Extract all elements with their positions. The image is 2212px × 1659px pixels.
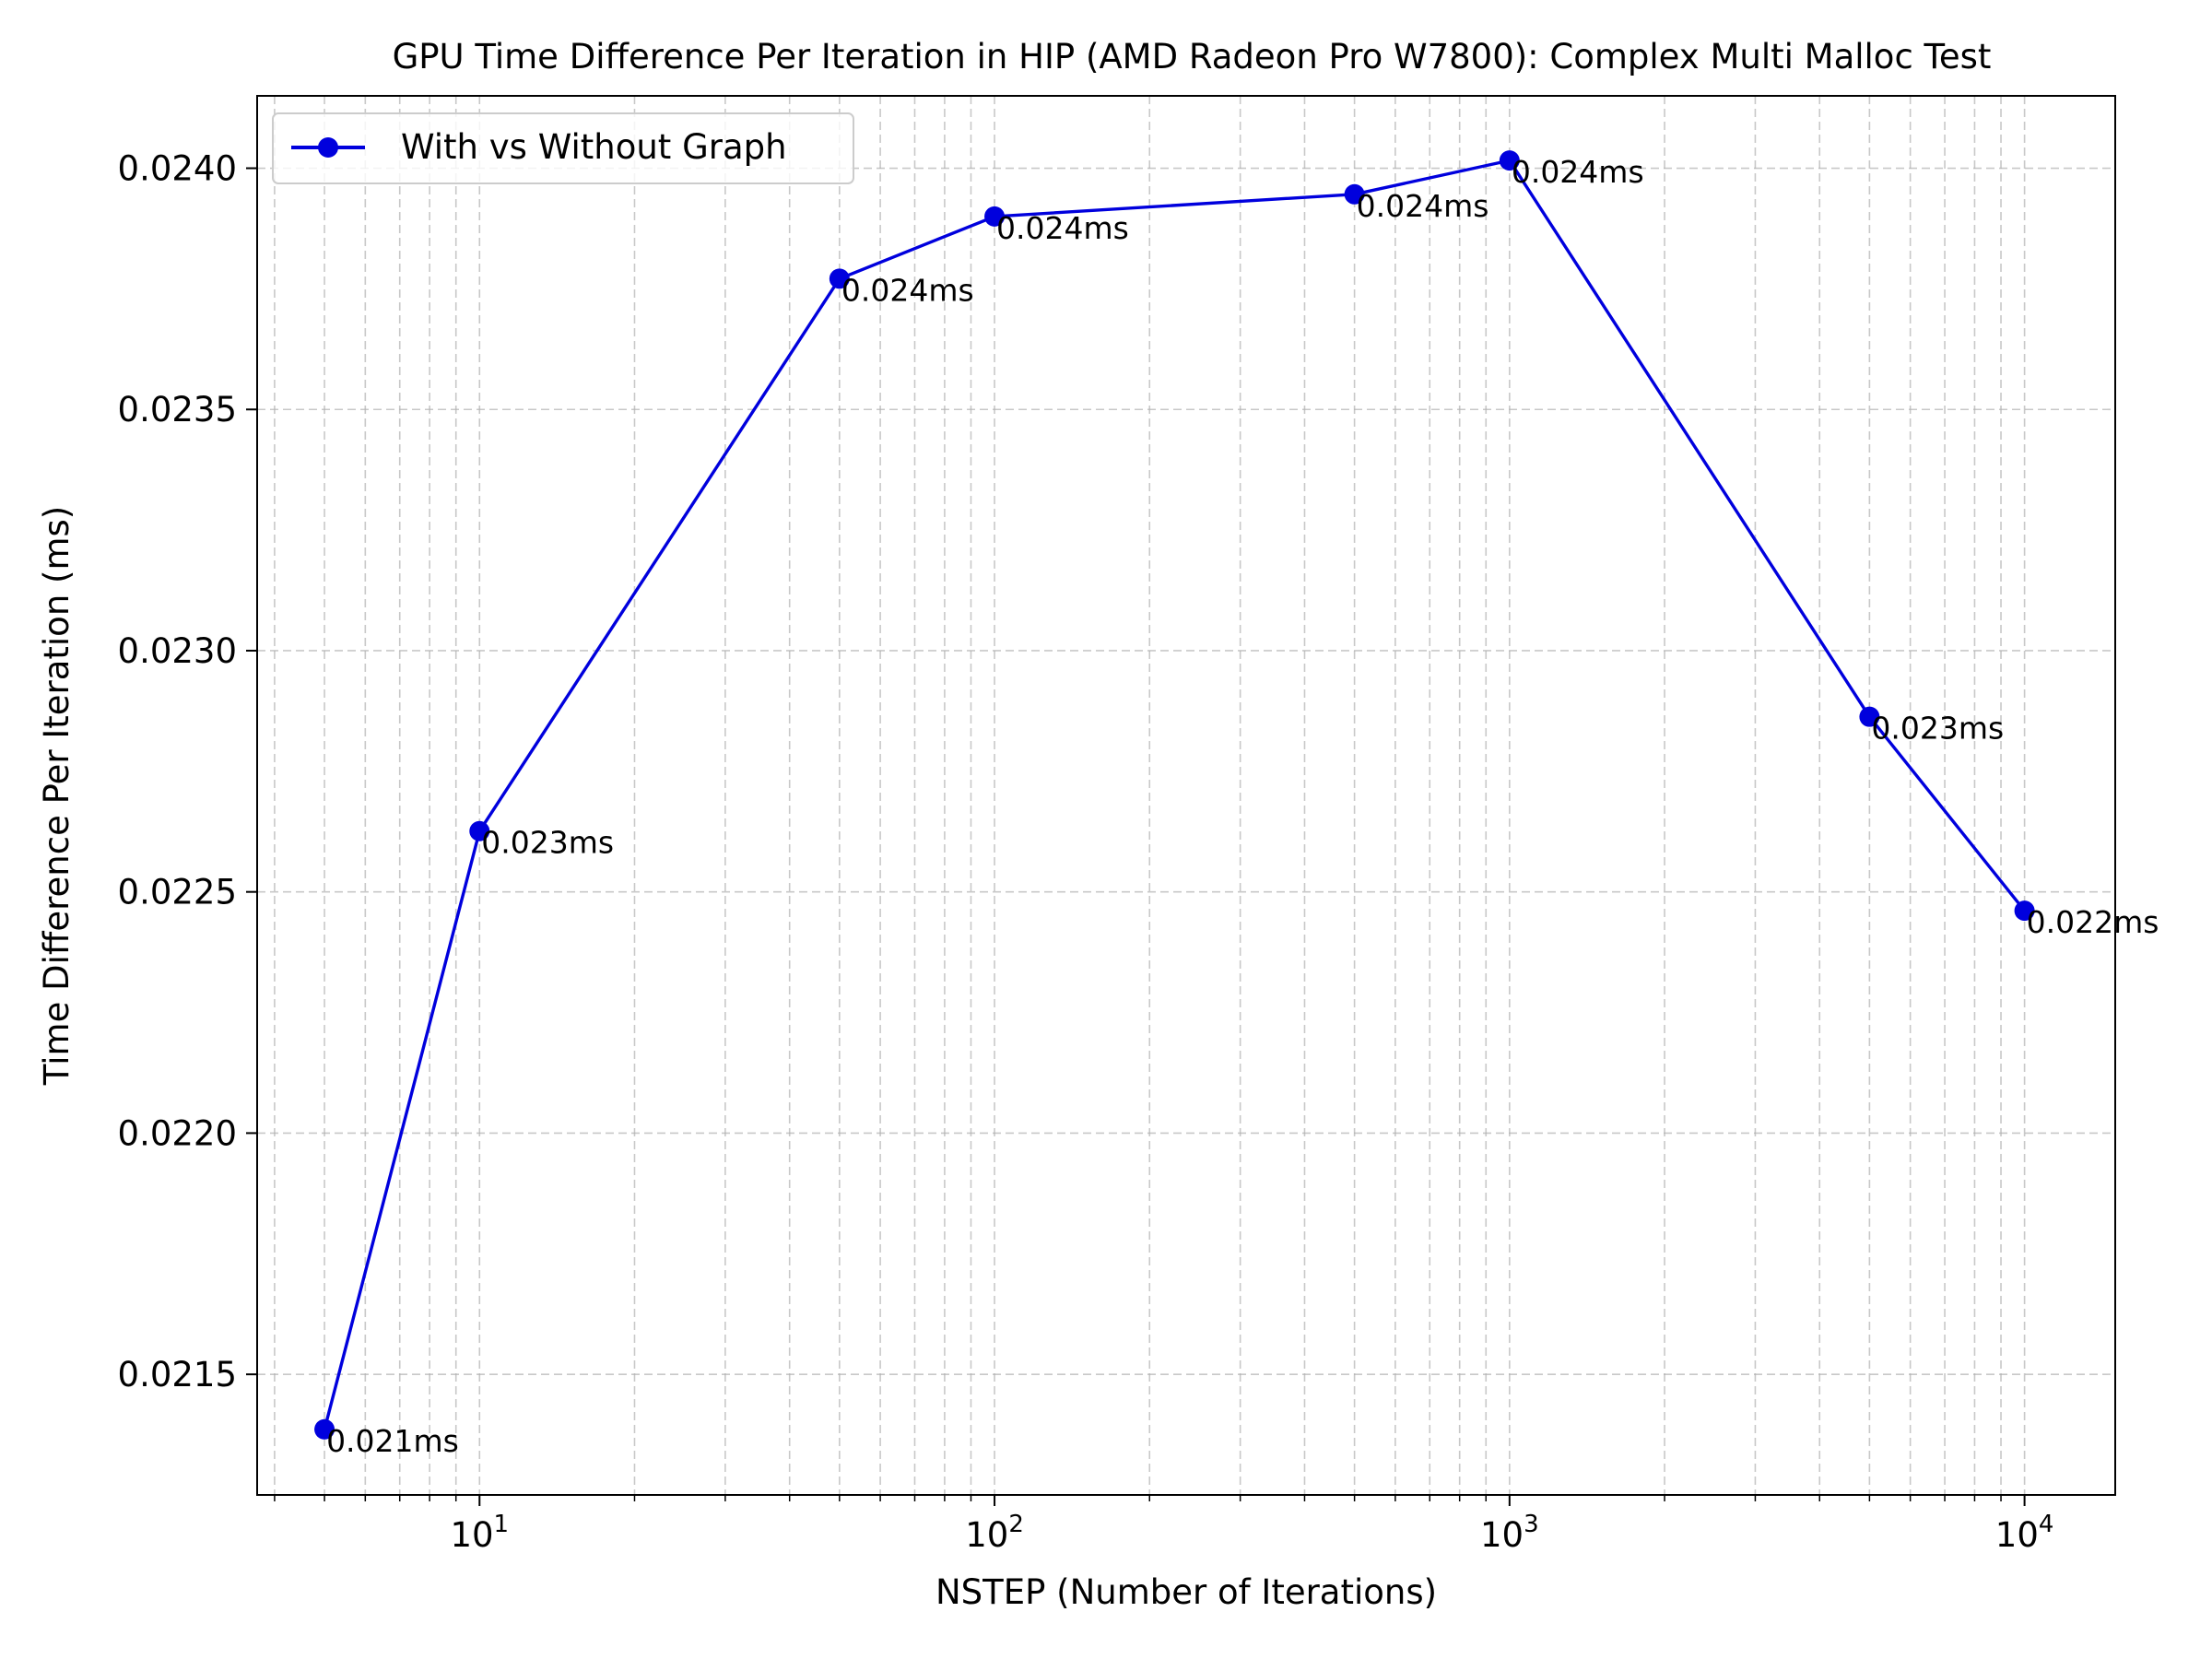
chart-title: GPU Time Difference Per Iteration in HIP…: [393, 37, 1992, 76]
series-line: [323, 159, 2026, 1430]
data-point-marker: [1344, 183, 1365, 205]
data-point-label: 0.024ms: [996, 210, 1129, 246]
data-point-label: 0.024ms: [1357, 188, 1489, 224]
data-point-label: 0.024ms: [1512, 154, 1644, 190]
legend-box: [272, 112, 854, 184]
x-tick-exponent: 1: [494, 1511, 510, 1538]
data-point-marker: [2014, 900, 2035, 922]
data-point-label: 0.023ms: [481, 825, 614, 861]
y-tick-label: 0.0220: [118, 1113, 237, 1153]
x-tick-exponent: 3: [1524, 1511, 1539, 1538]
data-point-marker: [984, 206, 1006, 227]
y-axis-label: Time Difference Per Iteration (ms): [37, 506, 76, 1086]
plot-frame: [256, 95, 2116, 1496]
y-tick-label: 0.0235: [118, 390, 237, 429]
grid-lines: [257, 96, 2115, 1495]
legend-marker-swatch: [318, 137, 338, 158]
point-labels: 0.021ms 0.023ms 0.024ms 0.024ms 0.024ms 0.024…: [326, 154, 2159, 1459]
data-point-label: 0.021ms: [326, 1423, 459, 1459]
x-tick-exponent: 2: [1008, 1511, 1024, 1538]
y-tick-label: 0.0230: [118, 631, 237, 671]
data-point-label: 0.024ms: [841, 272, 974, 308]
data-point-label: 0.022ms: [2027, 904, 2159, 940]
data-point-marker: [829, 268, 850, 289]
y-tick-label: 0.0240: [118, 149, 237, 189]
data-point-label: 0.023ms: [1871, 711, 2004, 747]
series-layer: [314, 150, 2035, 1440]
data-point-marker: [314, 1418, 335, 1440]
x-axis-label: NSTEP (Number of Iterations): [935, 1572, 1437, 1612]
legend-entry-label: With vs Without Graph: [401, 127, 787, 167]
y-tick-label: 0.0215: [118, 1355, 237, 1394]
y-axis-ticks: 0.0215 0.0220 0.0225 0.0230 0.0235 0.0240: [118, 149, 257, 1394]
legend[interactable]: With vs Without Graph: [272, 112, 854, 184]
x-axis-ticks: 101 102 103 104: [274, 1495, 2054, 1555]
data-point-marker: [1859, 706, 1880, 727]
data-point-marker: [469, 820, 490, 841]
x-tick-exponent: 4: [2039, 1511, 2054, 1538]
y-tick-label: 0.0225: [118, 873, 237, 912]
data-point-marker: [1499, 150, 1520, 171]
